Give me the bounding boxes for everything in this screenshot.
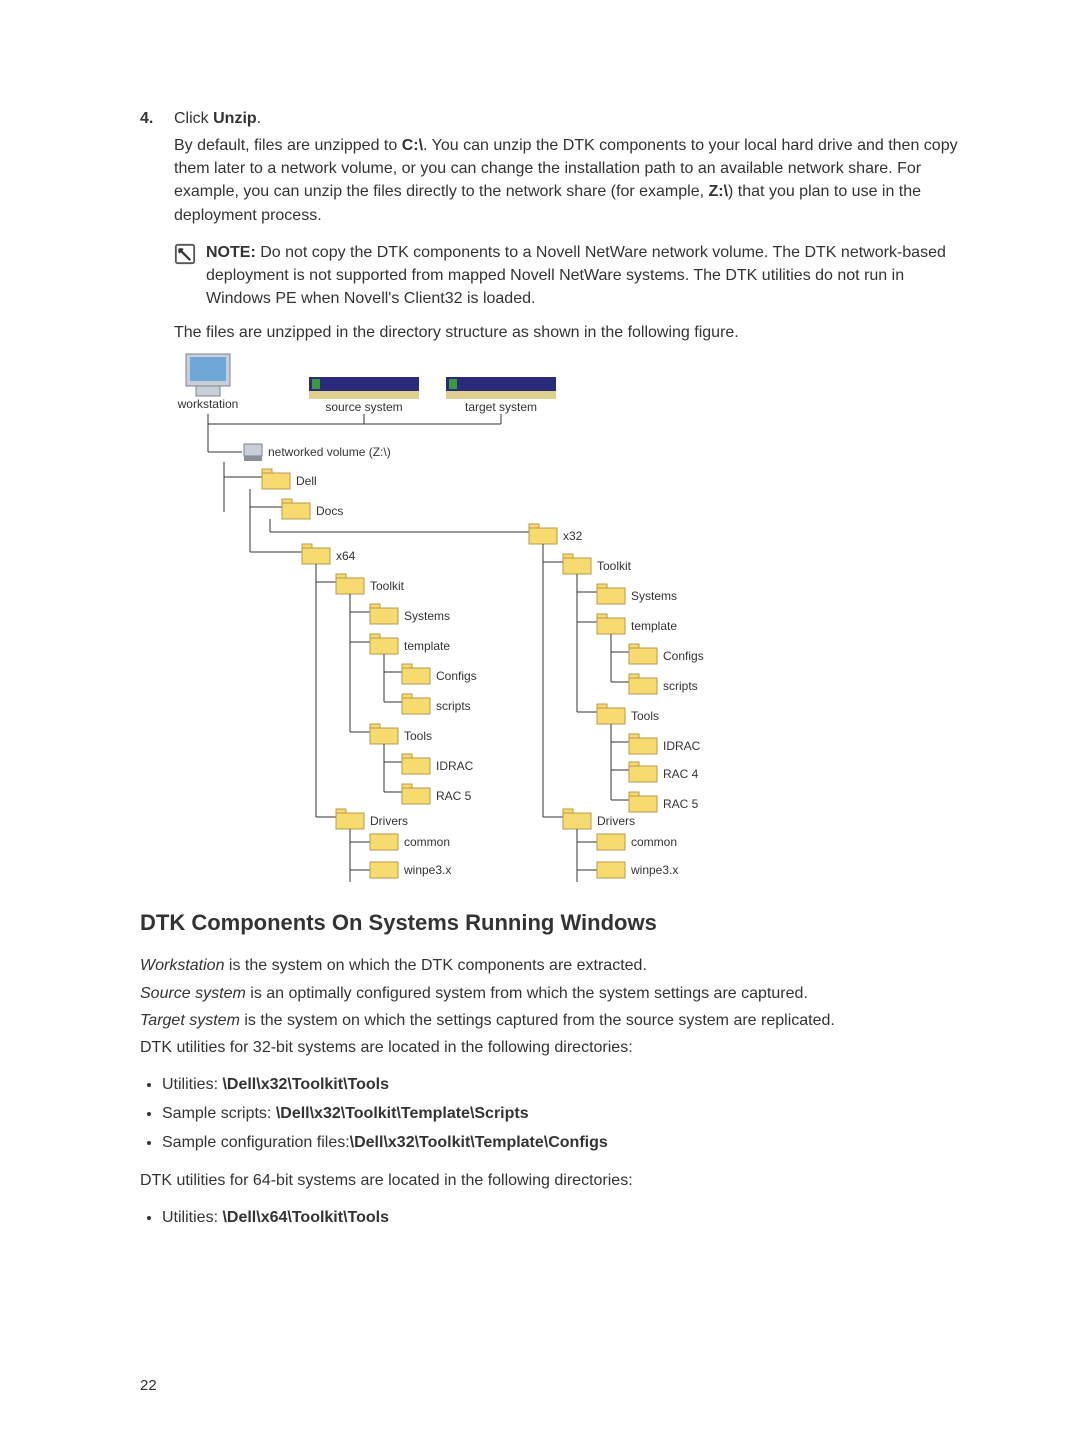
desc-workstation: is the system on which the DTK component… — [224, 957, 646, 974]
step-number: 4. — [140, 110, 160, 128]
list-64bit: Utilities: \Dell\x64\Toolkit\Tools — [140, 1204, 960, 1231]
node-docs: Docs — [316, 504, 343, 518]
note-text: NOTE: Do not copy the DTK components to … — [206, 241, 960, 311]
p1-a: By default, files are unzipped to — [174, 137, 402, 154]
step-4: 4. Click Unzip. — [140, 110, 960, 128]
term-workstation: Workstation — [140, 957, 224, 974]
node-winpe3-l: winpe3.x — [403, 863, 451, 877]
step-suffix: . — [257, 110, 261, 127]
note-label: NOTE: — [206, 244, 260, 261]
para-32bit-intro: DTK utilities for 32-bit systems are loc… — [140, 1036, 960, 1059]
term-target: Target system — [140, 1012, 240, 1029]
note-body: Do not copy the DTK components to a Nove… — [206, 244, 946, 307]
list-item: Sample scripts: \Dell\x32\Toolkit\Templa… — [162, 1100, 960, 1127]
node-scripts-l: scripts — [436, 699, 471, 713]
note-block: NOTE: Do not copy the DTK components to … — [174, 241, 960, 311]
directory-diagram: workstation source system target system … — [174, 352, 960, 882]
node-winpe3-r: winpe3.x — [630, 863, 678, 877]
note-icon — [174, 243, 196, 265]
node-rac5-l: RAC 5 — [436, 789, 472, 803]
p1-b: C:\ — [402, 137, 423, 154]
page: 4. Click Unzip. By default, files are un… — [0, 0, 1080, 1434]
node-x32: x32 — [563, 529, 583, 543]
page-number: 22 — [140, 1377, 157, 1394]
node-template-l: template — [404, 639, 450, 653]
paragraph-default-path: By default, files are unzipped to C:\. Y… — [174, 134, 960, 227]
node-x64: x64 — [336, 549, 356, 563]
node-configs-r: Configs — [663, 649, 704, 663]
li-label: Sample configuration files: — [162, 1134, 350, 1151]
node-configs-l: Configs — [436, 669, 477, 683]
li-label: Utilities: — [162, 1076, 222, 1093]
after-note-para: The files are unzipped in the directory … — [174, 324, 960, 342]
node-toolkit-l: Toolkit — [370, 579, 405, 593]
li-path: \Dell\x32\Toolkit\Tools — [222, 1076, 389, 1093]
node-idrac-l: IDRAC — [436, 759, 474, 773]
node-tools-l: Tools — [404, 729, 432, 743]
node-drivers-l: Drivers — [370, 814, 408, 828]
list-32bit: Utilities: \Dell\x32\Toolkit\Tools Sampl… — [140, 1071, 960, 1157]
netvol-icon — [244, 444, 262, 461]
li-path: \Dell\x32\Toolkit\Template\Configs — [350, 1134, 608, 1151]
para-64bit-intro: DTK utilities for 64-bit systems are loc… — [140, 1169, 960, 1192]
node-rac5-r: RAC 5 — [663, 797, 699, 811]
desc-source: is an optimally configured system from w… — [246, 985, 808, 1002]
label-netvol: networked volume (Z:\) — [268, 445, 391, 459]
section-heading: DTK Components On Systems Running Window… — [140, 910, 960, 936]
para-target: Target system is the system on which the… — [140, 1009, 960, 1032]
li-label: Sample scripts: — [162, 1105, 276, 1122]
label-target-system: target system — [465, 400, 537, 414]
term-source: Source system — [140, 985, 246, 1002]
list-item: Utilities: \Dell\x64\Toolkit\Tools — [162, 1204, 960, 1231]
step-prefix: Click — [174, 110, 213, 127]
node-toolkit-r: Toolkit — [597, 559, 632, 573]
node-scripts-r: scripts — [663, 679, 698, 693]
label-source-system: source system — [325, 400, 402, 414]
node-template-r: template — [631, 619, 677, 633]
node-dell: Dell — [296, 474, 317, 488]
list-item: Utilities: \Dell\x32\Toolkit\Tools — [162, 1071, 960, 1098]
desc-target: is the system on which the settings capt… — [240, 1012, 835, 1029]
para-workstation: Workstation is the system on which the D… — [140, 954, 960, 977]
node-systems-r: Systems — [631, 589, 677, 603]
li-label: Utilities: — [162, 1209, 222, 1226]
p1-d: Z:\ — [708, 183, 728, 200]
para-source: Source system is an optimally configured… — [140, 982, 960, 1005]
node-drivers-r: Drivers — [597, 814, 635, 828]
node-systems-l: Systems — [404, 609, 450, 623]
li-path: \Dell\x64\Toolkit\Tools — [222, 1209, 389, 1226]
label-workstation: workstation — [177, 397, 239, 411]
node-common-r: common — [631, 835, 677, 849]
node-tools-r: Tools — [631, 709, 659, 723]
list-item: Sample configuration files:\Dell\x32\Too… — [162, 1129, 960, 1156]
step-text: Click Unzip. — [174, 110, 960, 128]
node-rac4-r: RAC 4 — [663, 767, 699, 781]
step-word: Unzip — [213, 110, 257, 127]
node-idrac-r: IDRAC — [663, 739, 701, 753]
li-path: \Dell\x32\Toolkit\Template\Scripts — [276, 1105, 529, 1122]
node-common-l: common — [404, 835, 450, 849]
